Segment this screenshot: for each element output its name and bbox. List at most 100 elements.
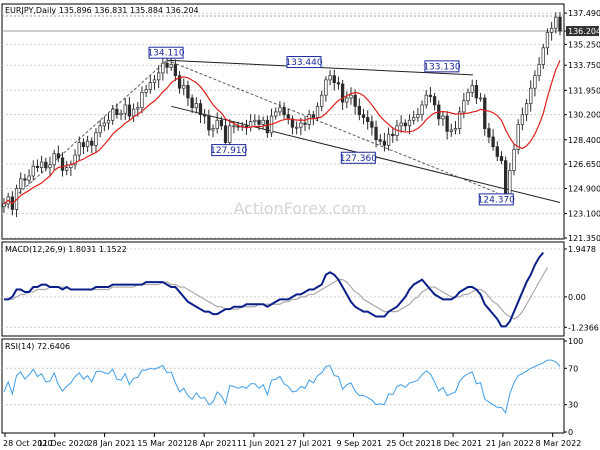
candle-body <box>77 142 81 156</box>
candle-body <box>157 72 161 81</box>
candle-body <box>315 105 320 118</box>
candle-body <box>508 170 512 196</box>
rsi-line <box>3 359 561 415</box>
chart-title: EURJPY,Daily 135.896 136.831 135.884 136… <box>5 6 199 15</box>
candle-body <box>336 82 341 85</box>
candle-body <box>223 125 228 143</box>
candle-body <box>382 140 387 146</box>
candle-body <box>253 119 257 123</box>
candle-body <box>466 92 470 102</box>
candle-body <box>44 161 48 168</box>
candle-body <box>558 16 562 32</box>
current-price-marker <box>566 26 599 37</box>
candle-body <box>320 94 324 107</box>
candle-body <box>265 119 270 134</box>
time-tick-label: 11 Dec 2020 <box>38 439 89 448</box>
macd-signal-line <box>4 267 548 320</box>
candle-body <box>127 104 132 117</box>
candle-body <box>445 115 449 132</box>
candle-body <box>399 122 403 127</box>
candle-body <box>370 121 374 128</box>
candle-body <box>31 165 35 177</box>
time-tick-label: 27 Jul 2021 <box>287 439 332 448</box>
candle-body <box>458 111 462 129</box>
candle-body <box>140 92 144 109</box>
candle-body <box>432 96 437 106</box>
candle-body <box>349 94 353 99</box>
macd-tick-label: 1.9478 <box>568 245 596 254</box>
candle-body <box>545 32 550 49</box>
candle-body <box>478 97 483 100</box>
candle-body <box>81 142 86 148</box>
candle-body <box>203 114 207 117</box>
candle-body <box>244 125 249 128</box>
price-label: 134.110 <box>147 49 184 59</box>
candle-body <box>353 94 357 107</box>
price-annotations: 134.110 133.440 133.130 127.910 127.360 124.3… <box>147 46 515 206</box>
candle-body <box>453 128 458 131</box>
candle-body <box>211 128 215 131</box>
candles <box>2 12 562 218</box>
candle-body <box>428 94 433 97</box>
candle-body <box>491 136 495 148</box>
candle-body <box>136 107 140 110</box>
candle-body <box>311 114 316 118</box>
rsi-tick-label: 0 <box>568 428 573 437</box>
candle-body <box>412 117 416 121</box>
price-tick-label: 121.350 <box>568 234 600 243</box>
candle-body <box>520 114 525 125</box>
candle-body <box>537 64 541 77</box>
candle-body <box>462 100 466 113</box>
macd-tick-label: 0.00 <box>568 293 586 302</box>
rsi-axis: 100 70 30 0 <box>2 337 583 437</box>
candle-body <box>219 119 224 127</box>
price-label-box <box>286 56 322 69</box>
candle-body <box>106 119 111 124</box>
price-tick-label: 137.490 <box>568 9 600 18</box>
candle-body <box>65 167 69 171</box>
candle-body <box>177 75 182 89</box>
candle-body <box>19 178 23 189</box>
candle-body <box>190 97 194 109</box>
candle-body <box>111 108 115 121</box>
rsi-tick-label: 70 <box>568 364 578 373</box>
time-tick-label: 28 Apr 2021 <box>187 439 236 448</box>
candle-body <box>345 97 349 103</box>
candle-body <box>516 124 520 150</box>
candle-body <box>278 107 282 113</box>
candle-body <box>407 119 412 127</box>
candle-body <box>504 160 508 196</box>
candle-body <box>123 104 127 114</box>
candle-body <box>416 114 420 118</box>
candle-body <box>299 122 303 128</box>
candle-body <box>529 87 533 104</box>
price-label-box <box>211 144 247 157</box>
rsi-title: RSI(14) 72.6406 <box>5 342 70 351</box>
candle-body <box>102 122 106 127</box>
candle-body <box>366 117 370 123</box>
price-label-box <box>424 60 460 73</box>
candle-body <box>499 156 504 162</box>
time-tick-label: 8 Dec 2021 <box>436 439 482 448</box>
time-tick-label: 28 Jan 2021 <box>88 439 136 448</box>
candle-body <box>69 164 73 168</box>
candle-body <box>173 64 178 77</box>
candle-body <box>94 132 98 146</box>
candle-body <box>56 153 60 159</box>
price-panel <box>1 3 565 240</box>
price-label-box <box>340 151 376 164</box>
candle-body <box>549 27 554 33</box>
candle-body <box>294 126 299 129</box>
price-label: 127.360 <box>340 154 377 164</box>
time-tick-label: 28 Oct 2020 <box>3 439 52 448</box>
candle-body <box>35 165 40 168</box>
macd-title: MACD(12,26,9) 1.8031 1.1522 <box>5 245 127 254</box>
candle-body <box>403 122 407 127</box>
price-tick-label: 124.900 <box>568 185 600 194</box>
candle-body <box>85 140 90 148</box>
candle-body <box>90 140 94 146</box>
time-tick-label: 9 Sep 2021 <box>337 439 383 448</box>
candle-body <box>73 154 77 166</box>
candle-body <box>48 164 52 168</box>
